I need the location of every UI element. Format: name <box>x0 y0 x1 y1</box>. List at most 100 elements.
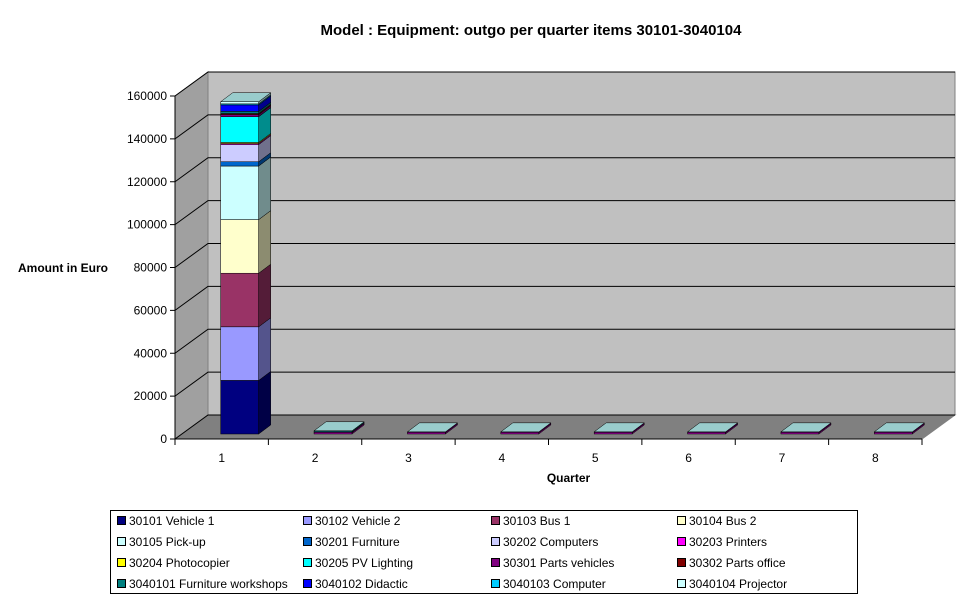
bar-segment <box>220 326 259 381</box>
bar-segment <box>220 114 259 117</box>
legend-swatch <box>677 516 686 525</box>
bar-segment-side <box>258 370 271 435</box>
y-tick-label: 100000 <box>127 218 167 232</box>
legend-label: 30204 Photocopier <box>129 556 230 570</box>
y-tick-label: 120000 <box>127 175 167 189</box>
bar-segment <box>220 111 259 114</box>
gridline <box>174 157 955 183</box>
bar-segment <box>220 161 259 167</box>
bar-segment-side <box>258 317 271 381</box>
gridline <box>174 414 955 440</box>
legend-swatch <box>491 579 500 588</box>
legend-label: 30103 Bus 1 <box>503 514 571 528</box>
legend-label: 30101 Vehicle 1 <box>129 514 215 528</box>
gridline <box>174 71 955 97</box>
bar-top <box>500 422 552 433</box>
x-tick-label: 5 <box>592 451 599 465</box>
x-tick-label: 6 <box>685 451 692 465</box>
legend-swatch <box>303 579 312 588</box>
legend-item: 30204 Photocopier <box>117 556 230 570</box>
bar-segment <box>220 272 259 328</box>
legend-swatch <box>117 558 126 567</box>
x-tick-label: 2 <box>312 451 319 465</box>
legend-label: 30104 Bus 2 <box>689 514 757 528</box>
bar-top <box>873 422 926 433</box>
legend-swatch <box>677 537 686 546</box>
legend-label: 30205 PV Lighting <box>315 556 414 570</box>
legend-label: 3040104 Projector <box>689 577 788 591</box>
y-tick-label: 20000 <box>134 389 168 403</box>
legend-item: 30205 PV Lighting <box>303 556 413 570</box>
bar-segment-side <box>258 263 271 328</box>
bar-top <box>406 422 459 433</box>
legend-label: 30203 Printers <box>689 535 768 549</box>
bar-segment <box>220 101 259 105</box>
gridline <box>174 243 955 268</box>
legend-swatch <box>117 516 126 525</box>
bar-segment <box>220 104 259 112</box>
x-tick-label: 7 <box>779 451 786 465</box>
bar-segment <box>220 116 259 143</box>
gridline <box>174 371 955 397</box>
legend-item: 3040103 Computer <box>491 577 606 591</box>
legend-label: 3040101 Furniture workshops <box>129 577 288 591</box>
legend-item: 30202 Computers <box>491 535 598 549</box>
legend-item: 30101 Vehicle 1 <box>117 514 214 528</box>
legend-swatch <box>491 516 500 525</box>
floor <box>173 414 957 440</box>
bar-segment-side <box>258 210 271 274</box>
gridline <box>174 328 955 354</box>
legend-swatch <box>491 558 500 567</box>
legend-label: 3040103 Computer <box>503 577 606 591</box>
legend-swatch <box>303 537 312 546</box>
legend-item: 3040102 Didactic <box>303 577 408 591</box>
legend-item: 30102 Vehicle 2 <box>303 514 400 528</box>
y-tick-label: 60000 <box>134 303 168 317</box>
legend-swatch <box>117 579 126 588</box>
y-tick-label: 40000 <box>134 346 168 360</box>
legend-item: 30201 Furniture <box>303 535 400 549</box>
x-tick-label: 1 <box>218 451 225 465</box>
gridline <box>174 200 955 226</box>
bar-segment-side <box>258 156 271 221</box>
x-axis-label: Quarter <box>547 471 591 485</box>
legend-swatch <box>303 516 312 525</box>
legend-label: 30201 Furniture <box>315 535 400 549</box>
chart-title: Model : Equipment: outgo per quarter ite… <box>320 22 742 39</box>
y-tick-label: 0 <box>160 432 167 446</box>
bar-segment <box>220 219 259 274</box>
legend-label: 30202 Computers <box>503 535 599 549</box>
legend-label: 30102 Vehicle 2 <box>315 514 401 528</box>
legend-item: 3040104 Projector <box>677 577 787 591</box>
legend-item: 30105 Pick-up <box>117 535 206 549</box>
legend-item: 30302 Parts office <box>677 556 786 570</box>
legend-item: 30301 Parts vehicles <box>491 556 614 570</box>
legend-label: 30302 Parts office <box>689 556 786 570</box>
y-tick-label: 160000 <box>127 89 167 103</box>
x-tick-label: 8 <box>872 451 879 465</box>
legend-item: 30203 Printers <box>677 535 767 549</box>
bar-segment <box>220 380 259 435</box>
chart-legend: 30101 Vehicle 1 30102 Vehicle 2 30103 Bus … <box>110 510 858 594</box>
y-tick-label: 80000 <box>134 261 168 275</box>
x-tick-label: 4 <box>498 451 505 465</box>
x-tick-label: 3 <box>405 451 412 465</box>
bar-top <box>313 421 365 432</box>
legend-item: 3040101 Furniture workshops <box>117 577 288 591</box>
gridline <box>174 285 955 311</box>
legend-item: 30103 Bus 1 <box>491 514 570 528</box>
legend-swatch <box>303 558 312 567</box>
bar-top <box>593 422 645 433</box>
legend-swatch <box>677 579 686 588</box>
bar-segment <box>220 144 259 162</box>
legend-swatch <box>677 558 686 567</box>
legend-label: 30105 Pick-up <box>129 535 206 549</box>
bar-top <box>219 92 272 102</box>
bar-top <box>686 422 739 433</box>
legend-label: 3040102 Didactic <box>315 577 408 591</box>
gridline <box>174 114 955 140</box>
legend-label: 30301 Parts vehicles <box>503 556 615 570</box>
legend-item: 30104 Bus 2 <box>677 514 756 528</box>
bar-segment <box>220 165 259 220</box>
